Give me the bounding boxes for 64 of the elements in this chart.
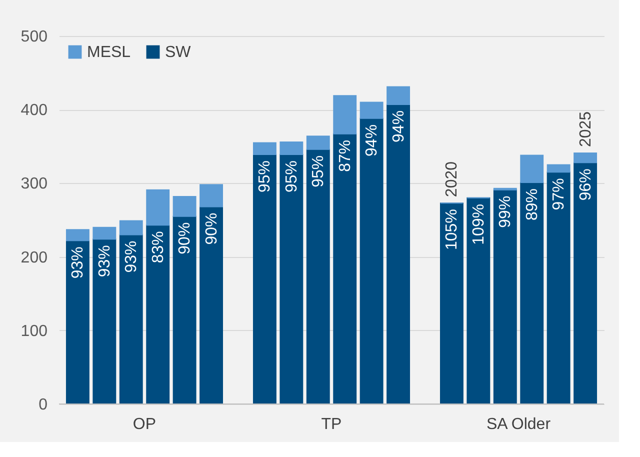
bar xyxy=(520,182,544,404)
bar xyxy=(333,95,357,134)
bar xyxy=(466,197,490,404)
y-tick-label: 100 xyxy=(20,322,48,340)
bar xyxy=(92,226,116,240)
annotation: 105% xyxy=(444,209,461,250)
annotation: 2025 xyxy=(577,111,594,148)
bar xyxy=(146,224,170,404)
bar xyxy=(306,148,330,404)
bar xyxy=(172,196,196,217)
bar xyxy=(200,184,223,208)
bar xyxy=(66,229,90,242)
annotation: 93% xyxy=(123,240,140,273)
annotation: 94% xyxy=(390,110,408,142)
annotation: 87% xyxy=(336,140,354,172)
legend-label: MESL xyxy=(87,44,131,61)
annotation: 93% xyxy=(70,246,87,279)
bar xyxy=(493,189,517,404)
annotation: 83% xyxy=(150,231,167,264)
bar xyxy=(119,234,143,404)
bar xyxy=(546,172,570,404)
bar xyxy=(306,136,330,150)
annotation: 95% xyxy=(310,155,328,188)
bar xyxy=(333,133,357,404)
text: TP xyxy=(321,416,342,433)
annotation: 96% xyxy=(577,168,594,201)
bar xyxy=(546,164,570,173)
annotation: 90% xyxy=(176,222,194,254)
y-tick-label: 500 xyxy=(20,28,48,46)
annotation: 99% xyxy=(497,196,514,228)
bar xyxy=(574,162,598,404)
bar xyxy=(200,206,223,404)
bar xyxy=(92,238,116,404)
annotation: 90% xyxy=(203,212,220,245)
bar xyxy=(280,141,304,155)
y-tick-label: 200 xyxy=(20,249,48,266)
bar xyxy=(66,240,90,404)
legend-label: SW xyxy=(165,44,192,61)
y-tick-label: 400 xyxy=(20,102,48,120)
annotation: 94% xyxy=(364,124,381,156)
bar xyxy=(252,154,276,404)
text: OP xyxy=(132,416,156,433)
annotation: 2020 xyxy=(444,161,461,198)
bar xyxy=(386,104,410,404)
bar xyxy=(146,189,170,226)
bar xyxy=(280,154,304,404)
annotation: 109% xyxy=(470,204,488,245)
bar xyxy=(440,202,464,404)
annotation: 95% xyxy=(283,160,300,193)
y-tick-label: 300 xyxy=(20,176,48,193)
bar xyxy=(360,118,384,404)
annotation: 89% xyxy=(524,188,541,220)
bar xyxy=(172,216,196,404)
text: SA Older xyxy=(486,416,552,433)
bar xyxy=(119,220,143,236)
bar xyxy=(252,142,276,155)
bar xyxy=(360,102,384,119)
bar xyxy=(386,86,410,105)
annotation: 93% xyxy=(96,245,114,278)
annotation: 97% xyxy=(550,178,568,210)
y-tick-label: 0 xyxy=(38,396,48,414)
annotation: 95% xyxy=(256,160,274,193)
bar xyxy=(520,154,544,183)
bar xyxy=(574,152,598,164)
